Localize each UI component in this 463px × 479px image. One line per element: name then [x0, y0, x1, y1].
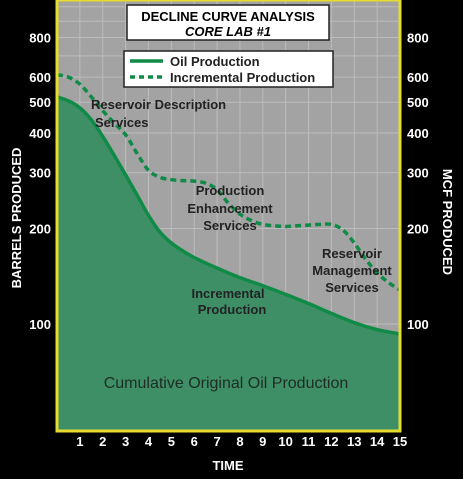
- y-tick-label-left: 400: [29, 126, 51, 141]
- y-tick-label-left: 300: [29, 166, 51, 181]
- y-axis-right-label: MCF PRODUCED: [440, 169, 455, 275]
- series-line-oil-production: [57, 95, 400, 336]
- y-tick-label-right: 500: [407, 95, 429, 110]
- y-tick-label-left: 100: [29, 317, 51, 332]
- y-tick-label-right: 600: [407, 70, 429, 85]
- y-tick-label-left: 600: [29, 70, 51, 85]
- annotation-reservoir-management-line2: Management: [312, 263, 392, 278]
- x-tick-label: 5: [168, 434, 175, 449]
- x-tick-label: 8: [236, 434, 243, 449]
- legend: Oil Production Incremental Production: [123, 50, 334, 88]
- y-tick-label-right: 400: [407, 126, 429, 141]
- x-tick-label: 4: [145, 434, 153, 449]
- annotation-production-enhancement-line3: Services: [203, 218, 257, 233]
- y-tick-label-left: 500: [29, 95, 51, 110]
- x-tick-label: 11: [302, 434, 316, 449]
- y-tick-label-right: 200: [407, 221, 429, 236]
- x-tick-label: 9: [259, 434, 266, 449]
- cumulative-area-fill: [57, 96, 400, 431]
- annotation-reservoir-management-line1: Reservoir: [322, 246, 382, 261]
- legend-label-incremental-production: Incremental Production: [170, 70, 315, 85]
- x-tick-label: 7: [213, 434, 220, 449]
- y-axis-left-ticks: 100 200 300 400 500 600 800: [29, 30, 51, 332]
- x-axis-label: TIME: [212, 458, 243, 473]
- x-tick-label: 6: [191, 434, 198, 449]
- annotation-production-enhancement-line1: Production: [196, 183, 265, 198]
- annotation-reservoir-management-line3: Services: [325, 280, 379, 295]
- x-tick-label: 14: [370, 434, 385, 449]
- annotation-cumulative-original-oil-production: Cumulative Original Oil Production: [104, 375, 349, 392]
- annotation-incremental-production-line1: Incremental: [192, 286, 265, 301]
- annotation-reservoir-description-line1: Reservoir Description: [91, 97, 226, 112]
- y-tick-label-right: 100: [407, 317, 429, 332]
- x-tick-label: 15: [393, 434, 407, 449]
- legend-label-oil-production: Oil Production: [170, 54, 260, 69]
- y-axis-right-ticks: 100 200 300 400 500 600 800: [407, 30, 429, 332]
- x-tick-label: 10: [278, 434, 292, 449]
- annotation-production-enhancement-line2: Enhancement: [187, 201, 273, 216]
- y-axis-left-label: BARRELS PRODUCED: [9, 148, 24, 289]
- x-tick-label: 13: [347, 434, 361, 449]
- chart-subtitle: CORE LAB #1: [185, 24, 271, 39]
- title-box: DECLINE CURVE ANALYSIS CORE LAB #1: [126, 4, 330, 41]
- y-tick-label-right: 800: [407, 30, 429, 45]
- x-tick-label: 3: [122, 434, 129, 449]
- x-axis-ticks: 1 2 3 4 5 6 7 8 9 10 11 12 13 14 15: [76, 434, 407, 449]
- y-tick-label-left: 200: [29, 221, 51, 236]
- annotation-reservoir-description-line2: Services: [95, 115, 149, 130]
- x-tick-label: 1: [76, 434, 83, 449]
- y-tick-label-left: 800: [29, 30, 51, 45]
- plot-frame: [55, 0, 402, 433]
- y-tick-label-right: 300: [407, 166, 429, 181]
- chart-title: DECLINE CURVE ANALYSIS: [141, 9, 315, 24]
- annotation-incremental-production-line2: Production: [198, 302, 267, 317]
- x-tick-label: 12: [324, 434, 338, 449]
- x-tick-label: 2: [99, 434, 106, 449]
